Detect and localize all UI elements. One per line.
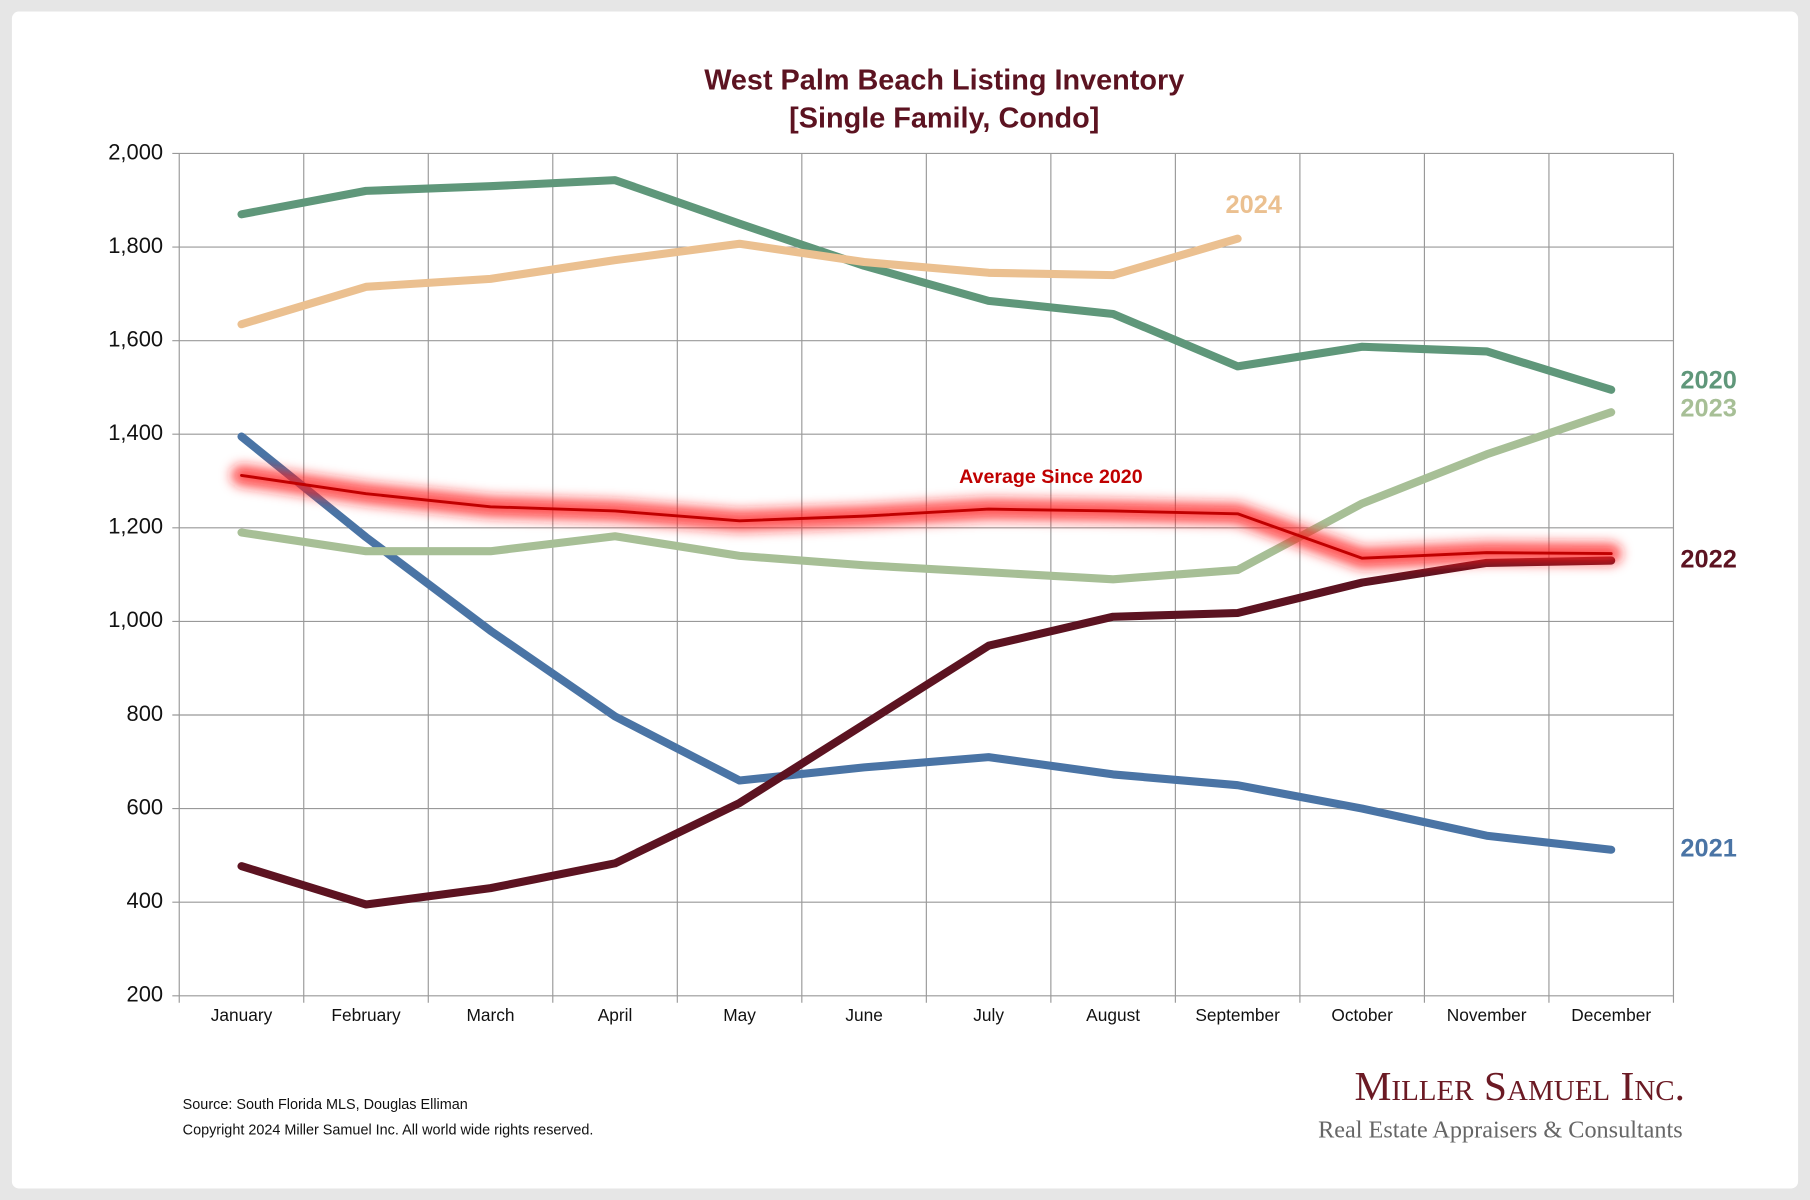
source-note: Source: South Florida MLS, Douglas Ellim…	[183, 1097, 468, 1113]
series-label: 2024	[1226, 191, 1282, 219]
y-tick-label: 600	[127, 794, 164, 819]
chart-background	[11, 11, 1799, 1189]
y-tick-label: 1,400	[108, 420, 163, 445]
logo-tagline: Real Estate Appraisers & Consultants	[1318, 1116, 1683, 1143]
logo-name: Miller Samuel Inc.	[1355, 1063, 1686, 1109]
average-line	[240, 473, 1613, 560]
x-tick-label: July	[973, 1005, 1004, 1025]
series-line	[237, 176, 1616, 394]
average-label: Average Since 2020	[959, 466, 1143, 488]
y-tick-label: 1,800	[108, 233, 163, 258]
y-tick-label: 1,200	[108, 514, 163, 539]
series-label: 2020	[1680, 366, 1736, 394]
x-tick-label: February	[331, 1005, 401, 1025]
series-label: 2021	[1680, 834, 1736, 862]
y-tick-label: 1,000	[108, 607, 163, 632]
series-label: 2023	[1680, 395, 1736, 423]
x-tick-label: May	[723, 1005, 756, 1025]
series-line	[237, 432, 1616, 854]
series-line	[237, 556, 1616, 909]
series-label: 2022	[1680, 545, 1736, 573]
x-tick-label: January	[211, 1005, 273, 1025]
y-tick-label: 800	[127, 701, 164, 726]
y-tick-label: 2,000	[108, 139, 163, 164]
x-tick-label: September	[1195, 1005, 1280, 1025]
series-line	[237, 408, 1616, 584]
x-tick-label: November	[1447, 1005, 1527, 1025]
chart-title: West Palm Beach Listing Inventory	[704, 65, 1184, 97]
y-tick-label: 200	[127, 982, 164, 1007]
x-tick-label: August	[1086, 1005, 1140, 1025]
x-tick-label: June	[845, 1005, 883, 1025]
x-tick-label: April	[598, 1005, 633, 1025]
x-tick-label: October	[1331, 1005, 1393, 1025]
chart-subtitle: [Single Family, Condo]	[789, 103, 1099, 135]
copyright-note: Copyright 2024 Miller Samuel Inc. All wo…	[183, 1123, 594, 1139]
y-tick-label: 400	[127, 888, 164, 913]
x-tick-label: March	[466, 1005, 514, 1025]
series-line	[237, 234, 1242, 329]
x-tick-label: December	[1571, 1005, 1651, 1025]
y-tick-label: 1,600	[108, 326, 163, 351]
